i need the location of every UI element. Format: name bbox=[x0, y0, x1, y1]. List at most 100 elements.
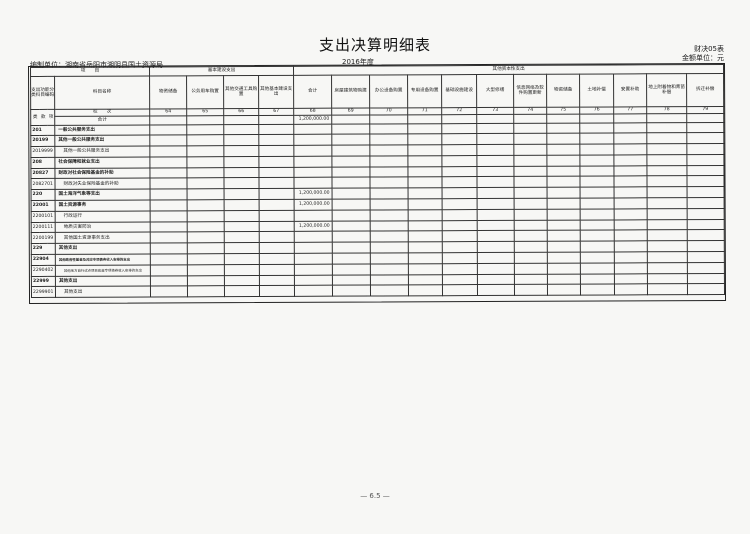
table-cell bbox=[514, 198, 548, 210]
table-cell bbox=[547, 262, 581, 274]
table-cell bbox=[408, 209, 443, 221]
subject-code: 22001 bbox=[31, 200, 56, 212]
table-cell bbox=[547, 273, 581, 285]
table-cell bbox=[647, 262, 688, 274]
table-cell bbox=[370, 252, 409, 264]
table-cell bbox=[477, 263, 515, 275]
table-cell bbox=[223, 115, 259, 125]
table-cell bbox=[258, 145, 294, 157]
table-cell bbox=[187, 253, 225, 265]
table-cell bbox=[477, 220, 515, 232]
subject-name: 财政对失业保险基金的补助 bbox=[54, 178, 151, 190]
table-cell bbox=[370, 188, 409, 200]
table-cell bbox=[614, 241, 648, 253]
table-cell bbox=[513, 165, 548, 177]
table-cell bbox=[513, 133, 547, 145]
table-cell bbox=[408, 220, 443, 232]
column-header: 拆迁补偿 bbox=[686, 73, 724, 107]
table-cell bbox=[224, 199, 260, 211]
table-cell bbox=[687, 219, 725, 231]
table-cell bbox=[687, 229, 725, 241]
table-cell bbox=[614, 251, 648, 263]
total-amount bbox=[294, 210, 333, 222]
column-header: 物资储备 bbox=[546, 74, 580, 108]
table-cell bbox=[224, 210, 260, 222]
table-cell bbox=[150, 243, 188, 255]
table-cell bbox=[224, 275, 260, 287]
table-cell bbox=[150, 210, 188, 222]
table-cell bbox=[369, 123, 408, 135]
table-cell bbox=[477, 198, 515, 210]
table-cell bbox=[514, 219, 548, 231]
table-cell bbox=[332, 188, 371, 200]
table-cell bbox=[514, 263, 548, 275]
total-amount bbox=[294, 177, 333, 189]
table-cell bbox=[477, 284, 515, 296]
table-cell bbox=[579, 113, 614, 123]
table-cell bbox=[441, 155, 477, 167]
table-cell bbox=[687, 273, 725, 285]
table-cell bbox=[614, 187, 648, 199]
table-cell bbox=[224, 242, 260, 254]
page-title: 支出决算明细表 bbox=[318, 36, 431, 54]
table-cell bbox=[547, 284, 581, 296]
table-cell bbox=[224, 188, 260, 200]
table-cell bbox=[547, 208, 581, 220]
table-cell bbox=[547, 176, 581, 188]
total-amount bbox=[294, 231, 333, 243]
table-cell bbox=[187, 210, 225, 222]
table-cell bbox=[441, 133, 477, 145]
column-header: 大型修缮 bbox=[476, 74, 514, 108]
table-cell bbox=[477, 252, 515, 264]
total-amount bbox=[293, 166, 333, 178]
subject-name: 地质灾害防治 bbox=[55, 221, 151, 233]
column-header: 其他基本建设支出 bbox=[258, 75, 294, 109]
table-cell bbox=[259, 242, 295, 254]
table-cell bbox=[259, 285, 295, 297]
table-cell bbox=[259, 188, 295, 200]
table-cell bbox=[513, 155, 547, 167]
table-cell bbox=[224, 231, 260, 243]
subject-code: 208 bbox=[30, 157, 55, 169]
table-cell bbox=[646, 113, 687, 123]
class-label: 类 bbox=[32, 114, 38, 120]
table-cell bbox=[331, 166, 371, 178]
table-cell bbox=[647, 273, 688, 285]
table-cell bbox=[687, 251, 725, 263]
table-cell bbox=[442, 274, 478, 286]
column-header: 其他交通工具购置 bbox=[223, 75, 259, 109]
subject-code: 2019999 bbox=[30, 146, 55, 158]
subject-name: 其他国土资源事务支出 bbox=[55, 232, 151, 244]
subject-name: 一般公共服务支出 bbox=[54, 124, 150, 136]
class-labels: 类款项 bbox=[30, 109, 55, 125]
table-cell bbox=[370, 220, 409, 232]
table-cell bbox=[408, 177, 443, 189]
table-cell bbox=[580, 241, 615, 253]
table-cell bbox=[614, 176, 648, 188]
column-header: 房屋建筑物购建 bbox=[331, 75, 370, 109]
table-cell bbox=[331, 145, 370, 157]
total-amount bbox=[294, 285, 333, 297]
table-cell bbox=[546, 113, 580, 123]
subject-name: 财政对社会保险基金的补助 bbox=[54, 167, 151, 179]
total-amount bbox=[294, 253, 333, 265]
table-cell bbox=[442, 198, 478, 210]
table-cell bbox=[647, 176, 688, 188]
table-cell bbox=[369, 114, 408, 124]
table-cell bbox=[547, 187, 581, 199]
column-header: 基础设施建设 bbox=[441, 74, 477, 108]
table-cell bbox=[223, 134, 259, 146]
table-cell bbox=[186, 124, 224, 136]
table-cell bbox=[613, 113, 647, 123]
subject-name: 其他一般公共服务支出 bbox=[54, 135, 150, 147]
table-cell bbox=[408, 285, 443, 297]
table-cell bbox=[407, 144, 442, 156]
table-cell bbox=[441, 114, 477, 124]
table-cell bbox=[580, 208, 615, 220]
table-cell bbox=[646, 143, 687, 155]
column-header: 地上附着物和青苗补偿 bbox=[646, 73, 687, 107]
table-cell bbox=[613, 122, 647, 134]
table-cell bbox=[579, 144, 614, 155]
table-cell bbox=[514, 187, 548, 199]
total-value: 1,200,000.00 bbox=[293, 114, 332, 124]
